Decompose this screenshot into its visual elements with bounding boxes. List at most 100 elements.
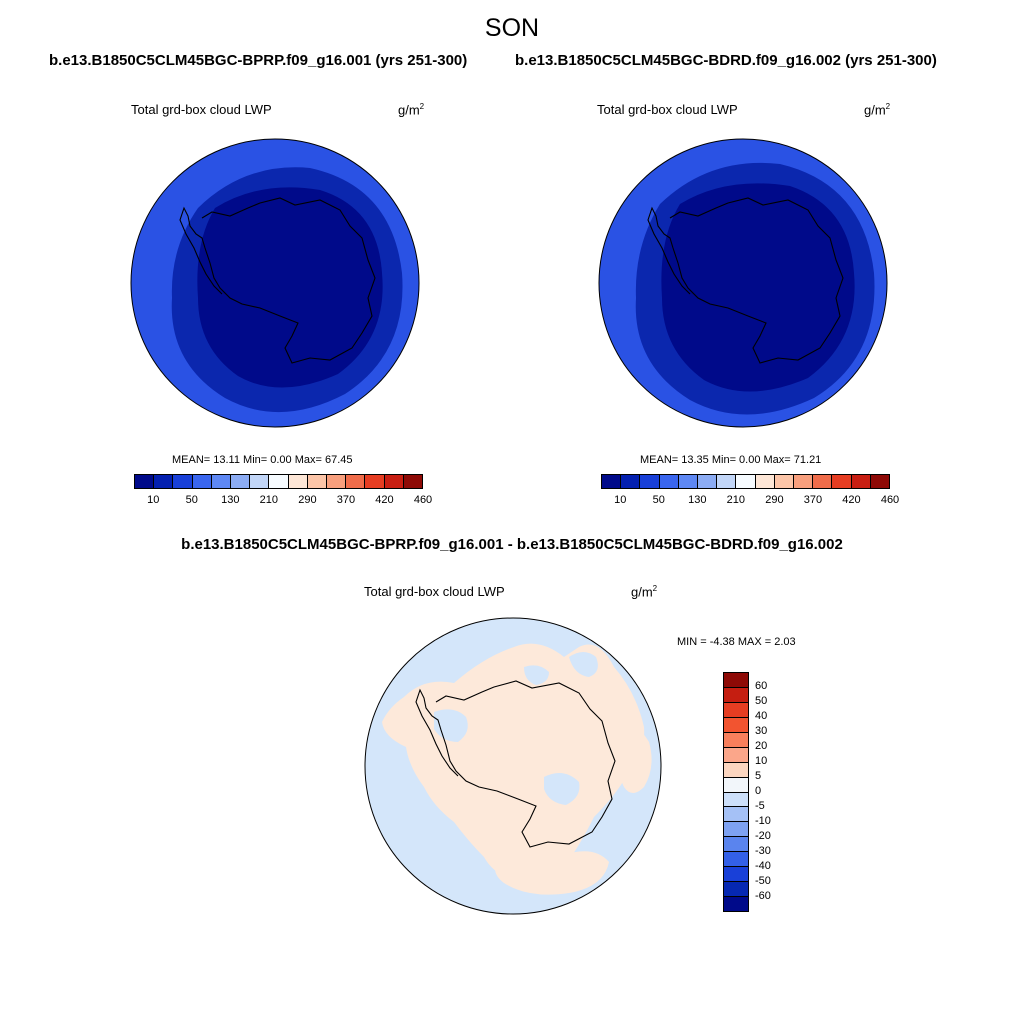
panel1-colorbar-swatch bbox=[327, 475, 347, 488]
panel1-colorbar-swatch bbox=[403, 475, 423, 488]
diff-map-border bbox=[364, 617, 662, 915]
case2-title: b.e13.B1850C5CLM45BGC-BDRD.f09_g16.002 (… bbox=[515, 52, 937, 69]
panel1-inner-core bbox=[197, 187, 383, 388]
diff-colorbar-label: -5 bbox=[755, 800, 765, 812]
panel2-colorbar-tick-label: 370 bbox=[803, 494, 823, 506]
panel1-colorbar-tick-label: 460 bbox=[413, 494, 433, 506]
panel2-colorbar-swatch bbox=[755, 475, 775, 488]
panel1-colorbar-tick-label: 10 bbox=[147, 494, 160, 506]
diff-colorbar-label: -10 bbox=[755, 815, 771, 827]
panel2-map-border bbox=[598, 138, 888, 428]
panel2-colorbar-tick-label: 130 bbox=[688, 494, 707, 506]
diff-negative-patch-3 bbox=[524, 665, 549, 685]
panel1-colorbar-swatch bbox=[154, 475, 174, 488]
diff-colorbar-swatch bbox=[724, 687, 748, 703]
diff-colorbar-label: 10 bbox=[755, 755, 768, 767]
diff-colorbar-label: 5 bbox=[755, 770, 762, 782]
diff-colorbar-swatch bbox=[724, 777, 748, 793]
diff-colorbar-label: -30 bbox=[755, 845, 771, 857]
diff-colorbar-label: 30 bbox=[755, 725, 768, 737]
panel1-variable: Total grd-box cloud LWP bbox=[131, 102, 272, 117]
diff-colorbar-swatch bbox=[724, 867, 748, 883]
panel1-colorbar-swatch bbox=[250, 475, 270, 488]
diff-positive-region-east bbox=[617, 717, 652, 793]
diff-stats: MIN = -4.38 MAX = 2.03 bbox=[677, 636, 796, 648]
diff-positive-region-south bbox=[495, 851, 609, 895]
diff-colorbar-labels: 60 50 40 30 20 10 5 0 -5 -10 -20 -30 -40 -50 -60 bbox=[755, 672, 795, 912]
panel1-colorbar-swatch bbox=[231, 475, 251, 488]
diff-colorbar-swatch bbox=[724, 717, 748, 733]
panel2-units: g/m2 bbox=[864, 102, 891, 118]
diff-colorbar-label: -60 bbox=[755, 890, 771, 902]
panel2-colorbar-swatch bbox=[698, 475, 718, 488]
diff-colorbar-label: 0 bbox=[755, 785, 762, 797]
panel2-colorbar-swatch bbox=[832, 475, 852, 488]
panel1-colorbar-swatch bbox=[346, 475, 366, 488]
season-title: SON bbox=[484, 14, 540, 42]
diff-colorbar-swatch bbox=[724, 732, 748, 748]
panel1-stats: MEAN= 13.11 Min= 0.00 Max= 67.45 bbox=[172, 454, 353, 466]
panel1-colorbar-swatch bbox=[288, 475, 308, 488]
panel1-colorbar-swatch bbox=[307, 475, 328, 488]
diff-colorbar-swatch bbox=[724, 807, 748, 823]
panel1-colorbar-tick-label: 210 bbox=[259, 494, 279, 506]
diff-colorbar-swatch bbox=[724, 762, 748, 778]
panel1-colorbar-swatch bbox=[365, 475, 385, 488]
case1-title: b.e13.B1850C5CLM45BGC-BPRP.f09_g16.001 (… bbox=[49, 52, 468, 69]
diff-colorbar-swatch bbox=[724, 792, 748, 808]
panel2-colorbar bbox=[601, 474, 890, 489]
panel1-colorbar-tick-label: 290 bbox=[298, 494, 317, 506]
panel1-colorbar-labels: 10 50 130 210 290 370 420 460 bbox=[134, 494, 432, 508]
panel1-polar-map bbox=[130, 138, 420, 428]
panel2-colorbar-swatch bbox=[659, 475, 679, 488]
diff-variable: Total grd-box cloud LWP bbox=[364, 584, 505, 599]
panel2-colorbar-swatch bbox=[602, 475, 622, 488]
diff-polar-map bbox=[364, 617, 662, 915]
panel1-map-border bbox=[130, 138, 420, 428]
diff-colorbar-swatch bbox=[724, 897, 748, 911]
diff-units: g/m2 bbox=[631, 584, 658, 600]
diff-coastline bbox=[415, 680, 616, 848]
diff-colorbar-label: 20 bbox=[755, 740, 768, 752]
panel1-colorbar-tick-label: 130 bbox=[221, 494, 240, 506]
panel2-colorbar-swatch bbox=[736, 475, 756, 488]
panel2-colorbar-swatch bbox=[774, 475, 795, 488]
diff-colorbar-swatch bbox=[724, 673, 748, 688]
panel2-colorbar-swatch bbox=[717, 475, 737, 488]
panel2-colorbar-tick-label: 50 bbox=[652, 494, 665, 506]
panel2-colorbar-swatch bbox=[870, 475, 890, 488]
diff-colorbar-label: 40 bbox=[755, 710, 768, 722]
diff-colorbar-label: -20 bbox=[755, 830, 771, 842]
diff-colorbar-label: 50 bbox=[755, 695, 768, 707]
panel2-colorbar-swatch bbox=[813, 475, 833, 488]
panel1-coastline bbox=[179, 197, 376, 364]
panel1-colorbar-swatch bbox=[192, 475, 212, 488]
panel2-coastline bbox=[647, 197, 844, 364]
panel2-colorbar-swatch bbox=[678, 475, 699, 488]
diff-colorbar-swatch bbox=[724, 882, 748, 898]
panel2-colorbar-swatch bbox=[794, 475, 814, 488]
panel2-colorbar-tick-label: 210 bbox=[726, 494, 746, 506]
diff-negative-patch-2 bbox=[544, 773, 580, 805]
panel1-colorbar-tick-label: 50 bbox=[185, 494, 198, 506]
panel1-colorbar-swatch bbox=[269, 475, 289, 488]
diff-colorbar bbox=[723, 672, 749, 912]
panel1-units: g/m2 bbox=[398, 102, 425, 118]
panel2-colorbar-swatch bbox=[621, 475, 641, 488]
diff-colorbar-swatch bbox=[724, 837, 748, 853]
panel1-colorbar-swatch bbox=[211, 475, 232, 488]
panel2-inner-core bbox=[661, 183, 855, 392]
diff-colorbar-label: 60 bbox=[755, 680, 768, 692]
panel2-stats: MEAN= 13.35 Min= 0.00 Max= 71.21 bbox=[640, 454, 822, 466]
panel1-colorbar-swatch bbox=[135, 475, 155, 488]
panel2-colorbar-swatch bbox=[851, 475, 871, 488]
panel1-colorbar bbox=[134, 474, 423, 489]
panel2-colorbar-swatch bbox=[640, 475, 660, 488]
panel1-colorbar-tick-label: 420 bbox=[375, 494, 394, 506]
panel2-colorbar-tick-label: 420 bbox=[842, 494, 861, 506]
diff-colorbar-label: -50 bbox=[755, 875, 771, 887]
diff-colorbar-swatch bbox=[724, 822, 748, 838]
panel2-colorbar-tick-label: 460 bbox=[880, 494, 900, 506]
diff-colorbar-swatch bbox=[724, 702, 748, 718]
panel1-colorbar-swatch bbox=[384, 475, 404, 488]
